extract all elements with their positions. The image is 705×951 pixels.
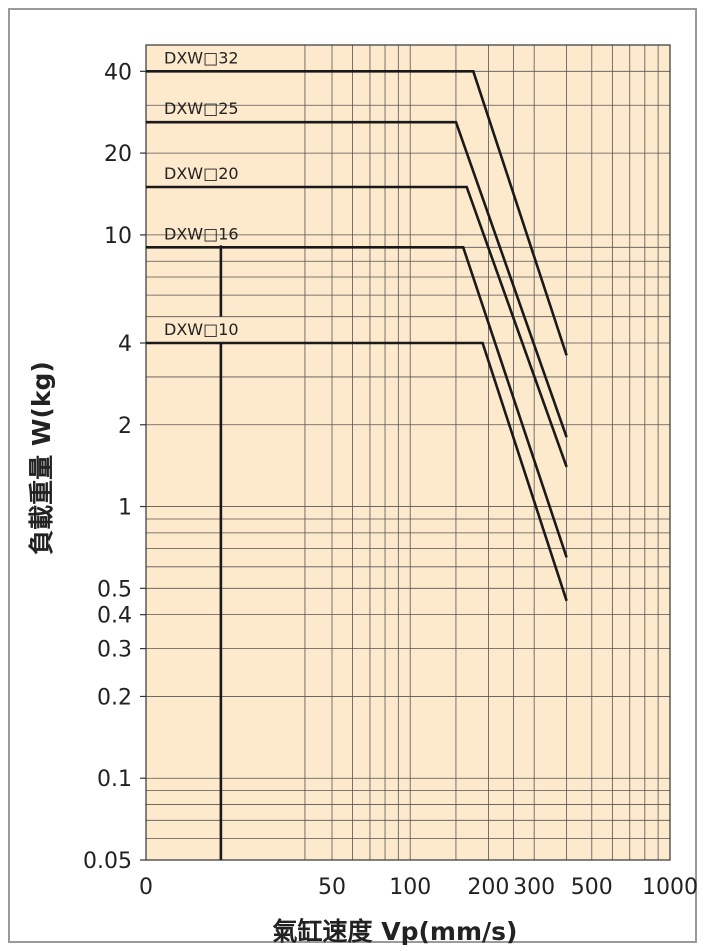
series-label-4: DXW□10	[164, 320, 239, 339]
y-tick-label: 10	[104, 224, 132, 249]
series-label-2: DXW□20	[164, 164, 239, 183]
grid-lines	[145, 44, 671, 861]
y-tick-label: 0.5	[97, 577, 132, 602]
series-line-0	[146, 70, 568, 356]
x-tick-label: 0	[139, 875, 153, 900]
series-line-4	[146, 341, 568, 602]
x-axis-title: 氣缸速度 Vp(mm/s)	[273, 917, 518, 946]
series-label-3: DXW□16	[164, 224, 239, 243]
series-label-1: DXW□25	[164, 99, 239, 118]
plot-border	[145, 44, 671, 861]
y-tick-label: 40	[104, 60, 132, 85]
x-tick-label: 50	[318, 875, 346, 900]
y-tick-label: 0.2	[97, 685, 132, 710]
series-line-2	[146, 185, 568, 468]
series-lines	[146, 70, 568, 860]
y-tick-labels: 40 20 10 4 2 1 0.50.4 0.3 0.2 0.1 0.05	[83, 60, 146, 874]
y-tick-label: 0.4	[97, 604, 132, 629]
x-tick-label: 100	[389, 875, 431, 900]
y-tick-label: 0.3	[97, 638, 132, 663]
y-tick-label: 4	[118, 332, 132, 357]
y-tick-label: 20	[104, 142, 132, 167]
x-tick-label: 500	[571, 875, 613, 900]
y-tick-label: 2	[118, 414, 132, 439]
series-line-1	[146, 120, 568, 438]
plot-area	[146, 45, 670, 860]
series-label-0: DXW□32	[164, 48, 239, 67]
x-tick-labels: 0 50 100 200 300 500 1000	[139, 875, 698, 900]
x-tick-label: 1000	[642, 875, 698, 900]
y-axis-title: 負載重量 W(kg)	[27, 361, 56, 555]
series-line-3	[146, 246, 568, 558]
x-tick-label: 300	[513, 875, 555, 900]
y-tick-label: 0.1	[97, 767, 132, 792]
series-labels: DXW□32 DXW□25 DXW□20 DXW□16 DXW□10	[164, 48, 239, 339]
y-tick-label: 1	[118, 496, 132, 521]
y-tick-label: 0.05	[83, 849, 132, 874]
x-tick-label: 200	[467, 875, 509, 900]
